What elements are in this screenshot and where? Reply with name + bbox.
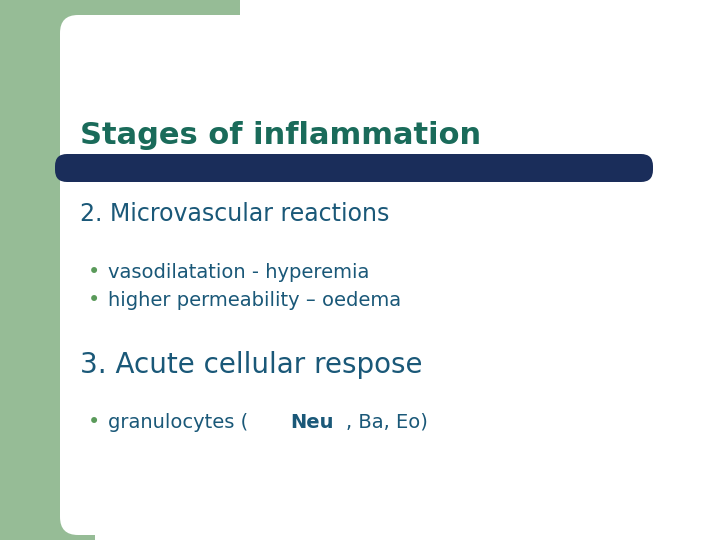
Text: Neu: Neu xyxy=(290,413,333,431)
Text: •: • xyxy=(88,290,100,310)
Text: •: • xyxy=(88,262,100,282)
Bar xyxy=(0,0,240,150)
Text: 3. Acute cellular respose: 3. Acute cellular respose xyxy=(80,351,423,379)
Text: granulocytes (: granulocytes ( xyxy=(108,413,248,431)
Text: , Ba, Eo): , Ba, Eo) xyxy=(346,413,428,431)
Text: 2. Microvascular reactions: 2. Microvascular reactions xyxy=(80,202,390,226)
FancyBboxPatch shape xyxy=(55,154,653,182)
Text: Stages of inflammation: Stages of inflammation xyxy=(80,120,481,150)
FancyBboxPatch shape xyxy=(60,15,708,535)
Text: higher permeability – oedema: higher permeability – oedema xyxy=(108,291,401,309)
Text: vasodilatation - hyperemia: vasodilatation - hyperemia xyxy=(108,262,369,281)
Bar xyxy=(0,0,95,540)
Text: •: • xyxy=(88,412,100,432)
